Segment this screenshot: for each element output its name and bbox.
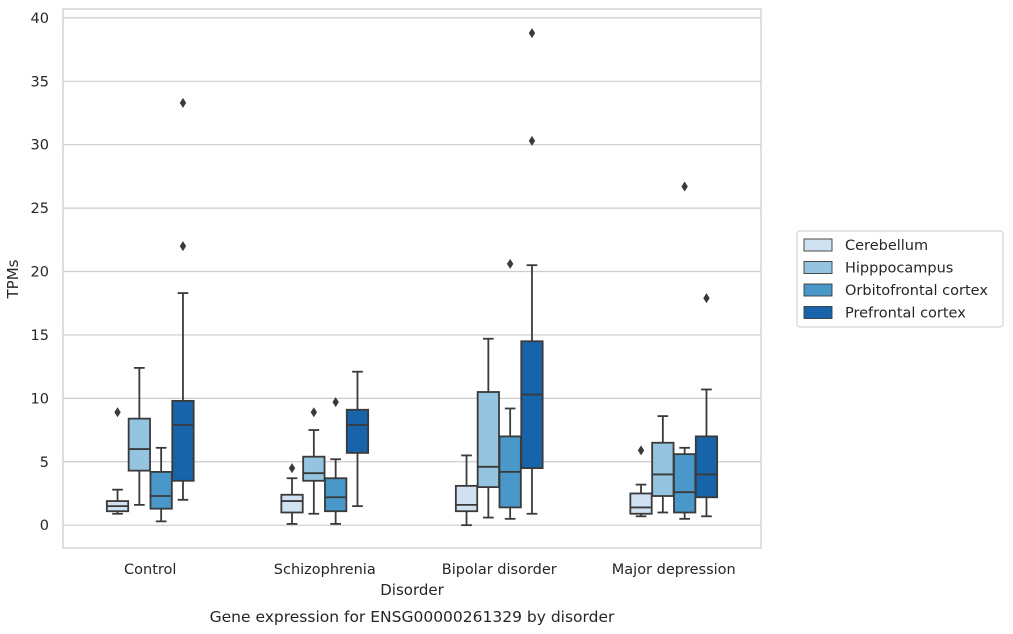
- outlier-point: [637, 445, 645, 456]
- box-iqr: [324, 477, 348, 513]
- y-tick-label: 40: [31, 11, 49, 27]
- legend-label: Orbitofrontal cortex: [845, 283, 988, 299]
- y-tick-label: 15: [31, 328, 49, 344]
- y-tick-label: 30: [31, 138, 49, 154]
- legend-frame: [796, 230, 1004, 328]
- outlier-point: [528, 28, 536, 39]
- box-iqr: [629, 492, 653, 515]
- y-tick-label: 10: [31, 391, 49, 407]
- box-iqr: [149, 471, 173, 510]
- outlier-point: [703, 293, 710, 304]
- outlier-point: [681, 181, 688, 192]
- y-tick-label: 5: [40, 455, 49, 471]
- box-iqr: [520, 340, 544, 470]
- box-prefrontal-cortex: [520, 28, 544, 515]
- outlier-point: [310, 407, 318, 418]
- outlier-point: [528, 135, 536, 146]
- box-prefrontal-cortex: [694, 293, 719, 518]
- box-iqr: [476, 391, 500, 489]
- box-hipppocampus: [302, 407, 326, 515]
- legend-label: Cerebellum: [845, 238, 928, 254]
- boxes: [105, 28, 719, 527]
- outlier-point: [179, 97, 187, 108]
- outlier-point: [179, 241, 187, 252]
- box-iqr: [651, 441, 675, 497]
- y-axis-label: TPMs: [4, 259, 22, 299]
- y-tick-label: 0: [40, 518, 49, 534]
- x-tick-label: Schizophrenia: [274, 562, 376, 578]
- box-orbitofrontal-cortex: [324, 397, 348, 525]
- y-tick-label: 20: [31, 265, 49, 281]
- box-orbitofrontal-cortex: [149, 446, 173, 523]
- box-iqr: [171, 399, 195, 482]
- box-cerebellum: [105, 407, 130, 515]
- box-iqr: [127, 417, 151, 472]
- y-tick-label: 35: [31, 74, 49, 90]
- box-hipppocampus: [476, 337, 500, 519]
- box-iqr: [345, 408, 370, 454]
- outlier-point: [288, 463, 296, 474]
- box-iqr: [280, 493, 304, 514]
- x-tick-label: Major depression: [612, 562, 736, 578]
- y-tick-label: 25: [31, 201, 49, 217]
- plot-area-frame: [62, 8, 762, 549]
- x-axis-label: Disorder: [380, 581, 444, 599]
- box-prefrontal-cortex: [345, 370, 370, 508]
- box-prefrontal-cortex: [171, 97, 195, 501]
- legend-swatch: [803, 283, 833, 297]
- box-iqr: [302, 455, 326, 482]
- box-cerebellum: [454, 454, 479, 527]
- outlier-point: [506, 258, 514, 269]
- legend-swatch: [803, 306, 833, 319]
- legend: Cerebellum Hipppocampus Orbitofrontal cort…: [796, 230, 1004, 328]
- x-tick-label: Bipolar disorder: [442, 562, 557, 578]
- x-axis-ticks: Control Schizophrenia Bipolar disorder Majo…: [124, 562, 736, 578]
- legend-swatch: [803, 238, 833, 252]
- box-hipppocampus: [127, 367, 151, 506]
- box-orbitofrontal-cortex: [498, 258, 522, 520]
- box-orbitofrontal-cortex: [673, 181, 697, 520]
- box-iqr: [454, 484, 479, 513]
- box-iqr: [673, 453, 697, 514]
- legend-label: Prefrontal cortex: [845, 306, 966, 322]
- box-iqr: [694, 435, 719, 499]
- box-cerebellum: [280, 463, 304, 525]
- legend-swatch: [803, 261, 833, 274]
- outlier-point: [114, 407, 121, 418]
- chart-title: Gene expression for ENSG00000261329 by d…: [210, 608, 615, 626]
- outlier-point: [332, 397, 339, 408]
- legend-label: Hipppocampus: [845, 261, 953, 277]
- x-tick-label: Control: [124, 562, 176, 578]
- box-hipppocampus: [651, 415, 675, 514]
- y-axis-ticks: 0 5 10 15 20 25 30 35 40: [31, 11, 49, 534]
- box-cerebellum: [629, 445, 653, 518]
